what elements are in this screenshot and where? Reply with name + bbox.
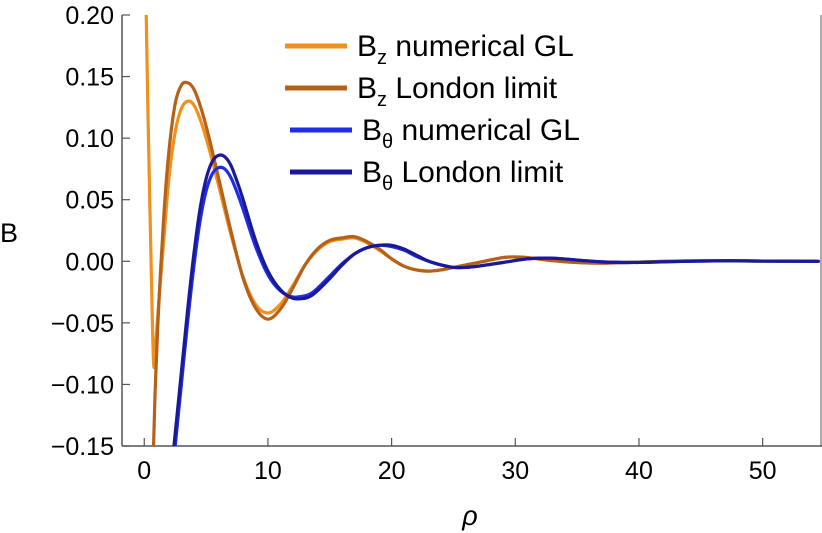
legend-subscript: θ — [382, 173, 393, 195]
legend-label: Bθ London limit — [362, 156, 564, 195]
legend-subscript: z — [377, 47, 387, 69]
y-tick-label: 0.00 — [65, 248, 114, 276]
x-tick-label: 20 — [378, 457, 406, 485]
legend-rest: numerical GL — [387, 30, 574, 63]
legend-base: B — [357, 72, 377, 105]
legend-subscript: z — [377, 89, 387, 111]
legend-label: Bz numerical GL — [357, 30, 574, 69]
y-tick-label: 0.20 — [65, 2, 114, 30]
y-tick-label: −0.05 — [51, 310, 114, 338]
legend-base: B — [362, 156, 382, 189]
ticks: 0.20 0.15 0.10 0.05 0.00 −0.05 −0.10 −0.15 0 10 20… — [51, 2, 777, 485]
y-tick-label: −0.15 — [51, 433, 114, 461]
legend-item: Bz London limit — [285, 72, 558, 111]
x-tick-label: 10 — [254, 457, 282, 485]
series-line-3 — [173, 165, 820, 446]
y-tick-label: 0.05 — [65, 187, 114, 215]
axes — [121, 15, 822, 447]
x-tick-label: 50 — [749, 457, 777, 485]
legend-item: Bz numerical GL — [285, 30, 574, 69]
y-tick-label: 0.15 — [65, 64, 114, 92]
x-tick-label: 30 — [501, 457, 529, 485]
y-tick-label: −0.10 — [51, 371, 114, 399]
y-axis-label: B — [0, 218, 18, 248]
legend-item: Bθ numerical GL — [290, 114, 580, 153]
legend-label: Bz London limit — [357, 72, 558, 111]
legend-subscript: θ — [382, 131, 393, 153]
legend-rest: London limit — [393, 156, 564, 189]
series-lines — [144, 15, 820, 446]
y-tick-label: 0.10 — [65, 125, 114, 153]
legend-rest: London limit — [387, 72, 558, 105]
series-line-2 — [151, 80, 820, 446]
legend-rest: numerical GL — [393, 114, 580, 147]
x-tick-label: 0 — [137, 457, 151, 485]
x-axis-label: ρ — [461, 501, 477, 531]
legend-item: Bθ London limit — [290, 156, 564, 195]
legend-base: B — [362, 114, 382, 147]
x-tick-label: 40 — [625, 457, 653, 485]
legend-base: B — [357, 30, 377, 63]
legend-label: Bθ numerical GL — [362, 114, 580, 153]
series-line-4 — [172, 153, 820, 446]
